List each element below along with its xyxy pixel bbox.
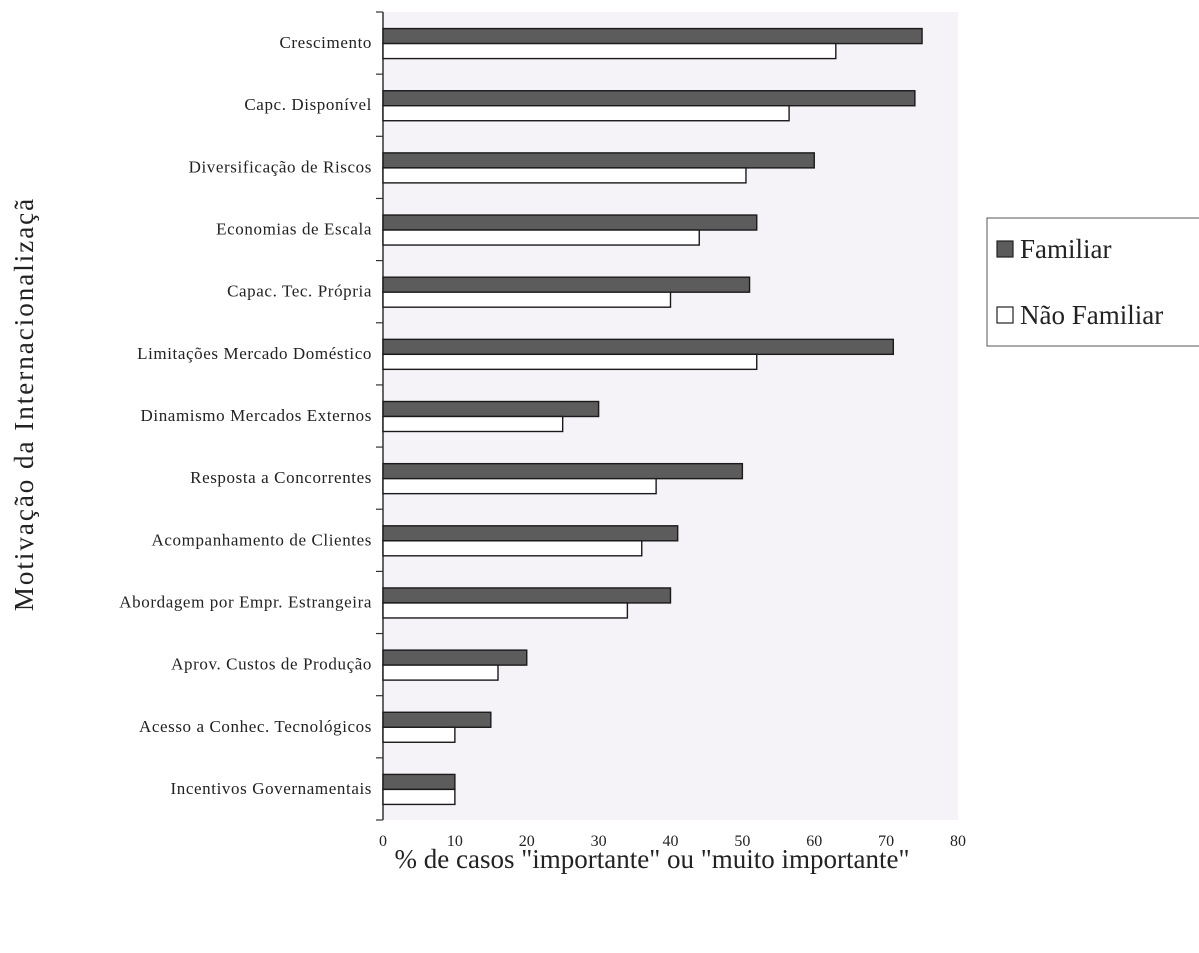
bar-nao-familiar-acesso-a-conhec-tecnologicos — [382, 726, 456, 743]
legend-swatch-familiar — [996, 240, 1014, 258]
x-tick-label-50: 50 — [734, 833, 750, 850]
x-axis-tick-labels: 0 10 20 30 40 50 60 70 80 — [379, 833, 966, 850]
y-axis-ticks — [376, 11, 383, 821]
category-label-resposta-a-concorrentes: Resposta a Concorrentes — [190, 468, 372, 487]
bar-familiar-capc-disponivel — [382, 90, 916, 107]
bar-familiar-incentivos-governamentais — [382, 773, 456, 791]
x-axis-title: % de casos "importante" ou "muito import… — [395, 844, 910, 874]
category-label-diversificacao-de-riscos: Diversificação de Riscos — [189, 157, 372, 176]
bar-nao-familiar-aprov-custos-de-producao — [382, 664, 499, 681]
bars — [382, 27, 923, 806]
bar-nao-familiar-acompanhamento-de-clientes — [382, 540, 643, 557]
category-label-aprov-custos-de-producao: Aprov. Custos de Produção — [171, 655, 372, 674]
legend-label-familiar: Familiar — [1020, 234, 1111, 264]
y-axis-title: Motivação da Internacionalizaçã — [9, 197, 39, 611]
bar-nao-familiar-capac-tec-propria — [382, 291, 672, 308]
bar-familiar-acompanhamento-de-clientes — [382, 525, 679, 542]
category-label-capac-tec-propria: Capac. Tec. Própria — [227, 282, 372, 301]
bar-familiar-aprov-custos-de-producao — [382, 649, 528, 666]
bar-familiar-economias-de-escala — [382, 214, 758, 231]
category-label-limitacoes-mercado-domestico: Limitações Mercado Doméstico — [137, 344, 372, 363]
bar-nao-familiar-abordagem-por-empr-estrangeira — [382, 602, 629, 619]
bar-familiar-limitacoes-mercado-domestico — [382, 338, 895, 356]
category-label-dinamismo-mercados-externos: Dinamismo Mercados Externos — [141, 406, 373, 425]
x-tick-label-10: 10 — [447, 833, 463, 850]
x-tick-label-60: 60 — [806, 833, 822, 850]
category-label-acompanhamento-de-clientes: Acompanhamento de Clientes — [152, 530, 373, 549]
category-label-capc-disponivel: Capc. Disponível — [244, 95, 372, 114]
x-tick-label-20: 20 — [519, 833, 535, 850]
legend-box — [986, 217, 1199, 347]
x-tick-label-80: 80 — [950, 833, 966, 850]
category-label-incentivos-governamentais: Incentivos Governamentais — [171, 779, 372, 798]
bar-nao-familiar-limitacoes-mercado-domestico — [382, 353, 758, 371]
bar-familiar-abordagem-por-empr-estrangeira — [382, 587, 672, 604]
bar-nao-familiar-incentivos-governamentais — [382, 788, 456, 806]
category-labels: Crescimento Capc. Disponível Diversificaçã… — [119, 33, 373, 798]
category-label-crescimento: Crescimento — [279, 33, 372, 52]
bar-familiar-diversificacao-de-riscos — [382, 152, 815, 169]
bar-nao-familiar-resposta-a-concorrentes — [382, 477, 657, 495]
legend: Familiar Não Familiar — [986, 217, 1199, 347]
bar-nao-familiar-crescimento — [382, 42, 837, 60]
x-tick-label-40: 40 — [663, 833, 679, 850]
bar-familiar-dinamismo-mercados-externos — [382, 400, 600, 418]
bar-nao-familiar-diversificacao-de-riscos — [382, 167, 747, 184]
category-label-economias-de-escala: Economias de Escala — [216, 220, 372, 239]
bar-familiar-resposta-a-concorrentes — [382, 462, 744, 480]
bar-familiar-crescimento — [382, 27, 923, 45]
bar-nao-familiar-economias-de-escala — [382, 229, 700, 246]
legend-swatch-nao-familiar — [996, 306, 1014, 324]
category-label-abordagem-por-empr-estrangeira: Abordagem por Empr. Estrangeira — [119, 592, 372, 611]
bar-nao-familiar-capc-disponivel — [382, 105, 790, 122]
x-tick-label-30: 30 — [591, 833, 607, 850]
bar-familiar-acesso-a-conhec-tecnologicos — [382, 711, 492, 728]
category-label-acesso-a-conhec-tecnologicos: Acesso a Conhec. Tecnológicos — [139, 717, 372, 736]
x-tick-label-70: 70 — [878, 833, 894, 850]
legend-label-nao-familiar: Não Familiar — [1020, 300, 1163, 330]
bar-familiar-capac-tec-propria — [382, 276, 751, 293]
x-tick-label-0: 0 — [379, 833, 387, 850]
bar-nao-familiar-dinamismo-mercados-externos — [382, 415, 564, 433]
